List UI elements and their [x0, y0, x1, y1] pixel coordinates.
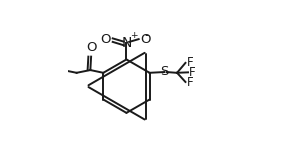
Text: S: S [160, 65, 168, 78]
Text: O: O [141, 33, 151, 46]
Text: O: O [100, 33, 111, 46]
Text: -: - [145, 29, 149, 42]
Text: O: O [86, 41, 96, 54]
Text: F: F [189, 66, 196, 79]
Text: N: N [121, 36, 132, 50]
Text: F: F [187, 76, 193, 89]
Text: F: F [187, 56, 193, 69]
Text: +: + [130, 31, 137, 40]
